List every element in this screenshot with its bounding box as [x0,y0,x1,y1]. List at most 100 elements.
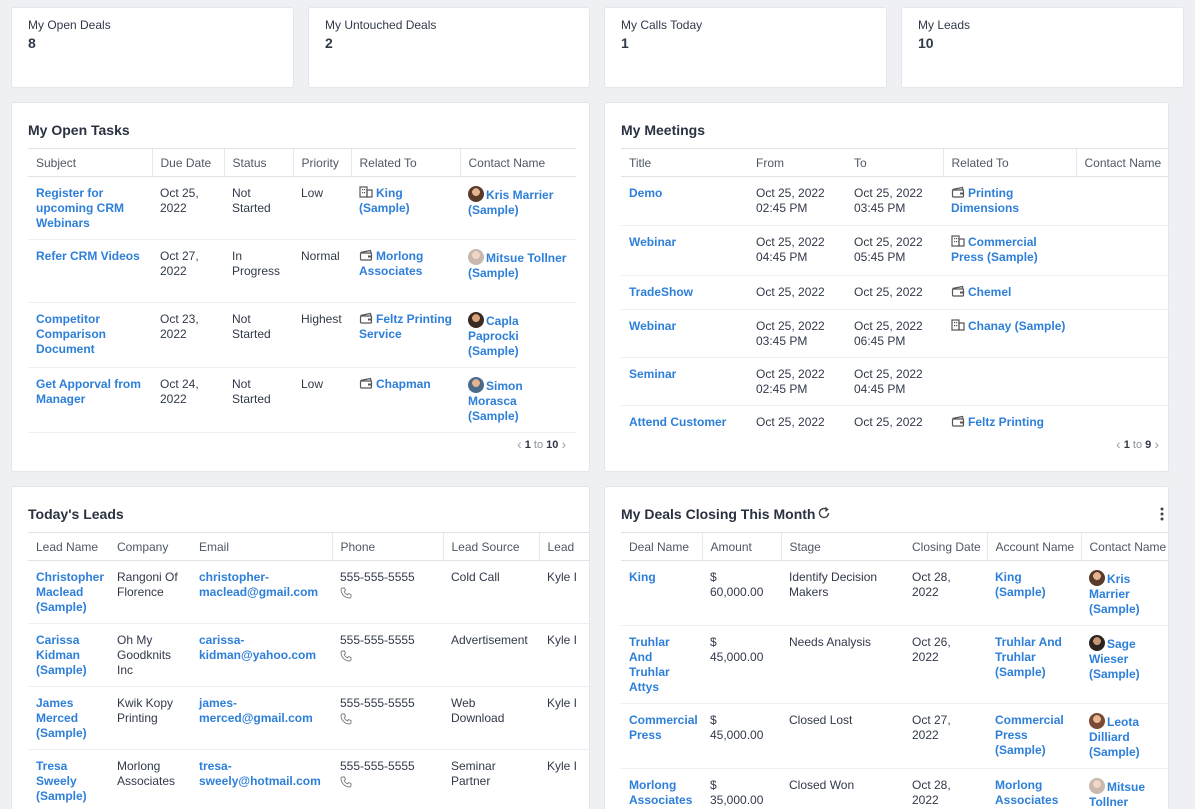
phone-icon[interactable] [340,713,352,725]
table-row: Webinar Oct 25, 2022 03:45 PM Oct 25, 20… [621,309,1169,358]
column-header[interactable]: Subject [28,148,152,177]
contact-name-link[interactable]: Kris Marrier (Sample) [468,188,554,217]
stat-card-my-leads[interactable]: My Leads 10 [901,7,1184,88]
meeting-title-link[interactable]: Webinar [629,319,677,333]
table-row: Truhlar And Truhlar Attys $ 45,000.00 Ne… [621,625,1168,704]
task-subject-link[interactable]: Competitor Comparison Document [36,312,107,356]
column-header[interactable]: Lead [538,532,589,561]
contact-name-link[interactable]: Sage Wieser (Sample) [1089,637,1140,681]
contact-name-link[interactable]: Kris Marrier (Sample) [1089,572,1140,616]
column-header[interactable]: To [846,148,943,177]
phone-icon[interactable] [340,587,352,599]
column-header[interactable]: Lead Source [442,532,539,561]
meeting-to: Oct 25, 2022 03:45 PM [846,176,943,226]
account-name-link[interactable]: King (Sample) [995,570,1046,599]
meeting-title-link[interactable]: Seminar [629,367,677,381]
lead-source: Advertisement [443,623,539,687]
lead-email-link[interactable]: christopher-maclead@gmail.com [199,570,319,599]
chevron-left-icon[interactable]: ‹ [517,436,522,452]
lead-name-link[interactable]: Christopher Maclead (Sample) [36,570,105,614]
column-header[interactable]: Contact Name [1075,148,1169,177]
task-subject-link[interactable]: Get Apporval from Manager [36,377,141,406]
refresh-icon[interactable] [817,506,831,520]
pager-to: 9 [1145,439,1152,451]
deal-name-link[interactable]: King [629,570,656,584]
column-header[interactable]: Email [191,532,332,561]
column-header[interactable]: Phone [331,532,443,561]
column-header[interactable]: Related To [942,148,1076,177]
lead-email-link[interactable]: carissa-kidman@yahoo.com [199,633,317,662]
meeting-title-link[interactable]: Webinar [629,235,677,249]
table-header-row: Subject Due Date Status Priority Related… [28,148,576,177]
deal-name-link[interactable]: Morlong Associates [629,778,693,807]
panel-title: My Open Tasks [28,122,130,138]
related-to-link[interactable]: Chemel [968,285,1012,299]
lead-name-link[interactable]: James Merced (Sample) [36,696,87,740]
related-to-link[interactable]: Chanay (Sample) [968,319,1066,333]
todays-leads-table: Lead Name Company Email Phone Lead Sourc… [28,532,589,809]
stat-card-calls-today[interactable]: My Calls Today 1 [604,7,887,88]
column-header[interactable]: Priority [292,148,351,177]
chevron-right-icon[interactable]: › [1154,436,1160,452]
lead-email-link[interactable]: tresa-sweely@hotmail.com [199,759,321,788]
deal-closing-date: Oct 28, 2022 [904,560,987,626]
lead-name-link[interactable]: Tresa Sweely (Sample) [36,759,87,803]
task-due-date: Oct 27, 2022 [152,239,224,303]
panel-title: My Deals Closing This Month [621,506,816,522]
related-to-link[interactable]: Feltz Printing Service [359,312,452,341]
related-to-link[interactable]: Chapman [376,377,431,391]
lead-name-link[interactable]: Carissa Kidman (Sample) [36,633,87,677]
column-header[interactable]: Closing Date [904,532,987,561]
task-subject-link[interactable]: Register for upcoming CRM Webinars [36,186,124,230]
meeting-from: Oct 25, 2022 02:45 PM [748,176,846,226]
lead-owner: Kyle I [539,623,589,687]
building-icon [951,319,965,331]
column-header[interactable]: Related To [350,148,460,177]
phone-icon[interactable] [340,776,352,788]
related-to-link[interactable]: Commercial Press (Sample) [951,235,1038,264]
column-header[interactable]: Status [223,148,293,177]
deals-closing-panel: My Deals Closing This Month Deal Name Am… [604,486,1169,809]
meeting-title-link[interactable]: TradeShow [629,285,694,299]
pagination: ‹ 1 to 10 › [517,436,566,452]
stat-card-untouched-deals[interactable]: My Untouched Deals 2 [308,7,590,88]
phone-icon[interactable] [340,650,352,662]
more-options-icon[interactable] [1159,506,1165,522]
task-due-date: Oct 25, 2022 [152,176,224,240]
column-header[interactable]: Account Name [986,532,1081,561]
stat-card-open-deals[interactable]: My Open Deals 8 [11,7,294,88]
deal-name-link[interactable]: Commercial Press [629,713,698,742]
column-header[interactable]: Contact Name [459,148,576,177]
related-to-link[interactable]: Morlong Associates [359,249,424,278]
column-header[interactable]: Contact Name [1080,532,1168,561]
column-header[interactable]: Title [621,148,748,177]
column-header[interactable]: Amount [701,532,781,561]
contact-name-link[interactable]: Capla Paprocki (Sample) [468,314,519,358]
lead-company: Kwik Kopy Printing [109,686,191,750]
column-header[interactable]: From [748,148,846,177]
column-header[interactable]: Lead Name [28,532,109,561]
column-header[interactable]: Company [109,532,191,561]
task-subject-link[interactable]: Refer CRM Videos [36,249,140,263]
pager-to: 10 [546,439,559,451]
column-header[interactable]: Deal Name [621,532,702,561]
meeting-title-link[interactable]: Attend Customer [629,415,727,429]
account-name-link[interactable]: Commercial Press (Sample) [995,713,1064,757]
account-name-link[interactable]: Truhlar And Truhlar (Sample) [995,635,1062,679]
contact-name-link[interactable]: Simon Morasca (Sample) [468,379,523,423]
related-to-link[interactable]: Feltz Printing [968,415,1044,429]
contact-name-link[interactable]: Mitsue Tollner (Sample) [468,251,567,280]
column-header[interactable]: Stage [780,532,904,561]
lead-email-link[interactable]: james-merced@gmail.com [199,696,313,725]
deal-name-link[interactable]: Truhlar And Truhlar Attys [629,635,670,694]
meeting-title-link[interactable]: Demo [629,186,663,200]
related-to-link[interactable]: Printing Dimensions [951,186,1020,215]
column-header[interactable]: Due Date [151,148,224,177]
account-name-link[interactable]: Morlong Associates (Sample) [995,778,1059,809]
chevron-right-icon[interactable]: › [561,436,567,452]
chevron-left-icon[interactable]: ‹ [1116,436,1121,452]
contact-name-link[interactable]: Leota Dilliard (Sample) [1089,715,1140,759]
related-to-link[interactable]: King (Sample) [359,186,410,215]
task-due-date: Oct 24, 2022 [152,367,224,433]
contact-name-link[interactable]: Mitsue Tollner (Sample) [1089,780,1146,809]
